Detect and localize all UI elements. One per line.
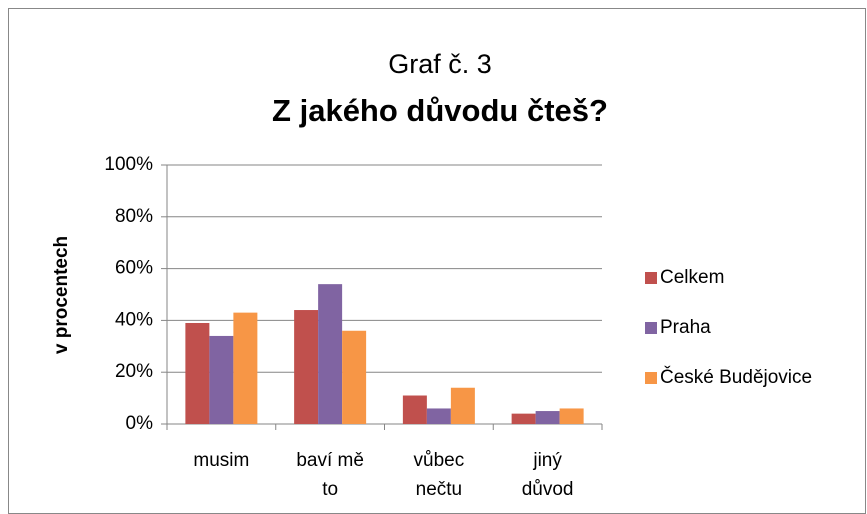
legend-swatch: [645, 372, 657, 384]
bar: [426, 408, 451, 424]
bar: [318, 284, 343, 424]
bar: [294, 310, 319, 424]
y-tick-label: 60%: [115, 258, 153, 279]
chart-title: Graf č. 3: [388, 49, 492, 79]
legend-label: Praha: [660, 317, 711, 338]
chart-subtitle: Z jakého důvodu čteš?: [272, 93, 608, 128]
y-tick-label: 40%: [115, 309, 153, 330]
bar: [535, 411, 560, 424]
bar: [511, 413, 536, 424]
x-tick-label: vůbec nečtu: [414, 450, 465, 500]
y-tick-label: 20%: [115, 361, 153, 382]
y-tick-label: 80%: [115, 206, 153, 227]
x-tick-label: jiný důvod: [522, 450, 574, 500]
legend-swatch: [645, 272, 657, 284]
bar: [450, 387, 475, 424]
bar: [559, 408, 584, 424]
bar: [342, 330, 367, 424]
x-tick-label: musim: [193, 450, 249, 471]
bar: [233, 312, 258, 424]
chart-frame: [8, 8, 866, 514]
x-tick-label: baví mě to: [296, 450, 364, 500]
legend-swatch: [645, 322, 657, 334]
y-tick-label: 100%: [104, 154, 153, 175]
y-axis-label: v procentech: [51, 236, 72, 354]
y-tick-label: 0%: [126, 413, 154, 434]
legend-label: České Budějovice: [660, 366, 812, 388]
bar: [209, 335, 234, 424]
bar: [185, 322, 210, 424]
legend-label: Celkem: [660, 267, 724, 288]
bar: [402, 395, 427, 424]
